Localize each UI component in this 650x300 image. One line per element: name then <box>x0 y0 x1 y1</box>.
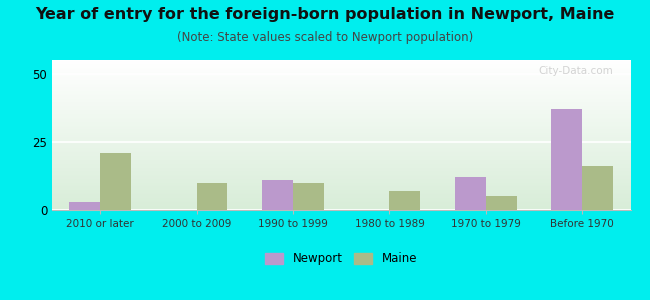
Bar <box>389 191 421 210</box>
Bar <box>582 167 613 210</box>
Bar <box>100 153 131 210</box>
Bar <box>262 180 293 210</box>
Bar <box>70 202 100 210</box>
Text: City-Data.com: City-Data.com <box>538 66 613 76</box>
Bar <box>455 177 486 210</box>
Bar <box>293 183 324 210</box>
Bar <box>486 196 517 210</box>
Bar <box>196 183 227 210</box>
Text: (Note: State values scaled to Newport population): (Note: State values scaled to Newport po… <box>177 32 473 44</box>
Text: Year of entry for the foreign-born population in Newport, Maine: Year of entry for the foreign-born popul… <box>35 8 615 22</box>
Legend: Newport, Maine: Newport, Maine <box>261 248 422 270</box>
Bar <box>551 109 582 210</box>
